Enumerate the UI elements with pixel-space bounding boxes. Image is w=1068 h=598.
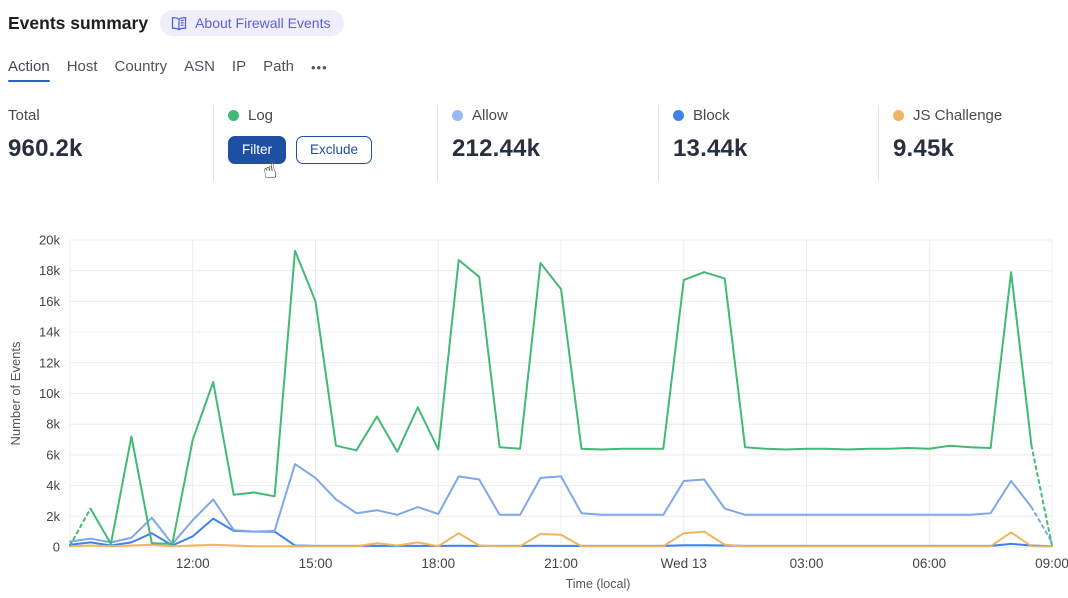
stat-js-challenge-label: JS Challenge xyxy=(913,107,1003,124)
stats-divider xyxy=(437,105,438,181)
stats-divider xyxy=(878,105,879,181)
y-axis-tick-label: 18k xyxy=(39,263,60,278)
y-axis-tick-label: 12k xyxy=(39,355,60,370)
x-axis-tick-label: 06:00 xyxy=(912,556,946,571)
about-firewall-events-button[interactable]: About Firewall Events xyxy=(160,10,345,36)
y-axis-tick-label: 0 xyxy=(53,540,60,555)
group-by-tabs: Action Host Country ASN IP Path ••• xyxy=(8,58,328,82)
chart-gridlines: 0 2k 4k 6k 8k 10k 12k 14k 16k 18k 20k 12:00 15:00 18:… xyxy=(39,233,1068,572)
stat-total-value: 960.2k xyxy=(8,135,83,162)
y-axis-tick-label: 10k xyxy=(39,386,60,401)
exclude-button[interactable]: Exclude xyxy=(296,136,373,165)
stat-block-value: 13.44k xyxy=(673,135,748,162)
stat-allow-label: Allow xyxy=(472,107,508,124)
x-axis-tick-label: 18:00 xyxy=(421,556,455,571)
allow-legend-dot xyxy=(452,110,463,121)
x-axis-tick-label: 12:00 xyxy=(176,556,210,571)
stat-js-challenge-value: 9.45k xyxy=(893,135,955,162)
x-axis-tick-label: 15:00 xyxy=(299,556,333,571)
tab-path[interactable]: Path xyxy=(263,58,294,75)
stat-total: Total 960.2k xyxy=(8,107,83,163)
tab-country[interactable]: Country xyxy=(114,58,168,75)
y-axis-tick-label: 8k xyxy=(46,417,60,432)
series-line-js-challenge xyxy=(69,530,1053,548)
stats-divider xyxy=(658,105,659,181)
stat-log-label: Log xyxy=(248,107,274,124)
book-icon xyxy=(171,16,187,31)
series-line-log xyxy=(69,249,1053,547)
js-challenge-legend-dot xyxy=(893,110,904,121)
stat-block: Block 13.44k xyxy=(673,107,748,163)
y-axis-tick-label: 4k xyxy=(46,478,60,493)
x-axis-tick-label: 03:00 xyxy=(790,556,824,571)
y-axis-tick-label: 14k xyxy=(39,325,60,340)
tabs-overflow-button[interactable]: ••• xyxy=(310,59,328,75)
tab-action[interactable]: Action xyxy=(8,58,50,82)
log-legend-dot xyxy=(228,110,239,121)
y-axis-title: Number of Events xyxy=(8,341,23,446)
stats-divider xyxy=(213,105,214,181)
events-time-series-chart[interactable]: 0 2k 4k 6k 8k 10k 12k 14k 16k 18k 20k 12:00 15:00 18:… xyxy=(0,230,1068,598)
x-axis-tick-label: 21:00 xyxy=(544,556,578,571)
stat-allow-value: 212.44k xyxy=(452,135,541,162)
stat-block-label: Block xyxy=(693,107,730,124)
events-chart-section: 0 2k 4k 6k 8k 10k 12k 14k 16k 18k 20k 12:00 15:00 18:… xyxy=(0,230,1068,598)
y-axis-tick-label: 6k xyxy=(46,447,60,462)
x-axis-title: Time (local) xyxy=(566,577,631,591)
stat-allow: Allow 212.44k xyxy=(452,107,540,163)
x-axis-tick-label: Wed 13 xyxy=(661,556,707,571)
tab-host[interactable]: Host xyxy=(66,58,98,75)
about-badge-label: About Firewall Events xyxy=(195,15,331,31)
tab-asn[interactable]: ASN xyxy=(184,58,215,75)
page-header: Events summary About Firewall Events xyxy=(8,10,345,36)
tab-ip[interactable]: IP xyxy=(231,58,247,75)
page-title: Events summary xyxy=(8,12,149,33)
filter-button[interactable]: Filter xyxy=(228,136,286,165)
block-legend-dot xyxy=(673,110,684,121)
y-axis-tick-label: 20k xyxy=(39,233,60,248)
stats-row: Total 960.2k Log Filter Exclude Allow 21… xyxy=(0,103,1068,185)
x-axis-tick-label: 09:00 xyxy=(1035,556,1068,571)
y-axis-tick-label: 2k xyxy=(46,509,60,524)
stat-log: Log Filter Exclude xyxy=(228,107,373,165)
stat-js-challenge: JS Challenge 9.45k xyxy=(893,107,1002,163)
y-axis-tick-label: 16k xyxy=(39,294,60,309)
series-line-allow xyxy=(69,463,1053,545)
stat-total-label: Total xyxy=(8,107,40,124)
